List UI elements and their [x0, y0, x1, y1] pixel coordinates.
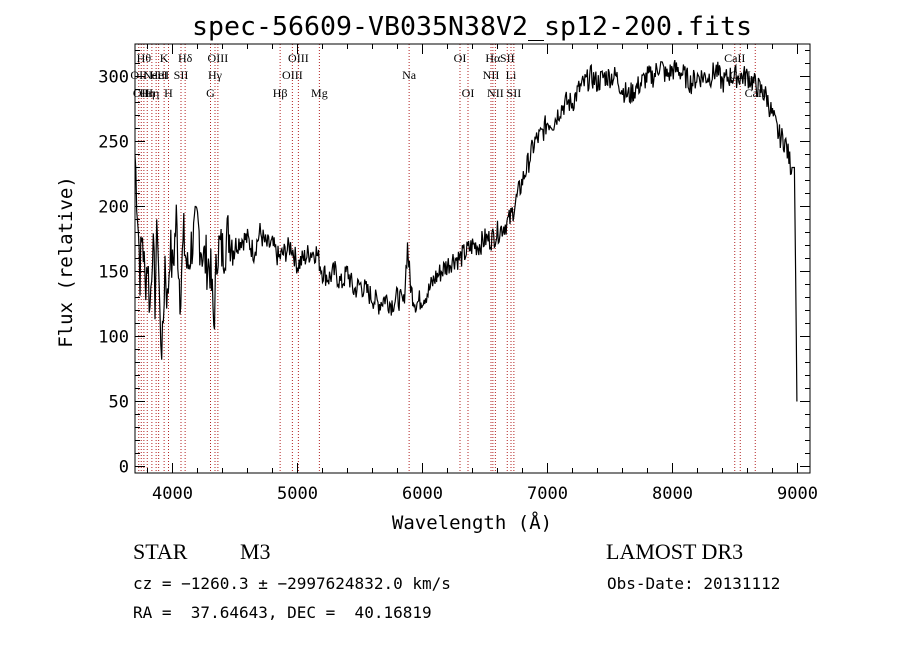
line-marker-label: SII	[500, 51, 515, 65]
y-tick-label: 0	[119, 458, 129, 478]
line-marker-label: Hβ	[273, 86, 288, 100]
x-tick-label: 9000	[777, 484, 818, 504]
spectral-line-markers	[138, 44, 756, 473]
line-marker-label: OIII	[282, 68, 303, 82]
line-marker-label: OI	[462, 86, 475, 100]
object-subclass: M3	[240, 539, 271, 564]
y-tick-label: 200	[98, 198, 129, 218]
line-marker-label: Hδ	[178, 51, 193, 65]
chart-title: spec-56609-VB035N38V2_sp12-200.fits	[192, 12, 752, 42]
y-tick-label: 50	[109, 393, 129, 413]
line-marker-label: Hγ	[208, 68, 223, 82]
line-marker-label: K	[160, 51, 169, 65]
line-marker-label: NII	[487, 86, 504, 100]
line-marker-label: H	[164, 86, 173, 100]
x-tick-label: 6000	[402, 484, 443, 504]
line-marker-label: OIII	[288, 51, 309, 65]
x-axis-label: Wavelength (Å)	[392, 511, 552, 534]
ra-dec-coordinates: RA = 37.64643, DEC = 40.16819	[133, 603, 432, 622]
x-tick-label: 5000	[277, 484, 318, 504]
y-tick-label: 250	[98, 133, 129, 153]
y-axis-label: Flux (relative)	[55, 176, 77, 348]
object-class: STAR	[133, 539, 188, 564]
plot-frame	[134, 43, 811, 474]
line-marker-label: Hθ	[137, 51, 152, 65]
x-tick-label: 7000	[527, 484, 568, 504]
x-tick-label: 8000	[652, 484, 693, 504]
spectrum-line	[134, 59, 798, 402]
line-marker-label: CaII	[724, 51, 745, 65]
line-marker-label: OIII	[208, 51, 229, 65]
y-tick-label: 100	[98, 328, 129, 348]
line-marker-label: Li	[506, 68, 517, 82]
observation-date: Obs-Date: 20131112	[607, 574, 781, 593]
line-marker-label: G	[206, 86, 215, 100]
line-marker-label: NII	[483, 68, 500, 82]
line-marker-label: NeIII	[143, 68, 169, 82]
x-tick-label: 4000	[152, 484, 193, 504]
line-marker-label: SII	[174, 68, 189, 82]
line-marker-label: Hη	[144, 86, 159, 100]
y-axis-ticks: 0 50 100 150 200 250 300	[98, 50, 810, 478]
survey-name: LAMOST DR3	[606, 539, 744, 564]
line-marker-label: OI	[454, 51, 467, 65]
line-marker-label: Hα	[485, 51, 501, 65]
y-tick-label: 300	[98, 68, 129, 88]
line-marker-label: Hη	[140, 86, 155, 100]
line-marker-label: HeI	[150, 68, 168, 82]
line-marker-label: SII	[507, 86, 522, 100]
y-tick-label: 150	[98, 263, 129, 283]
line-marker-label: Na	[402, 68, 417, 82]
line-marker-label: Mg	[311, 86, 328, 100]
x-axis-ticks: 4000 5000 6000 7000 8000 9000	[147, 44, 818, 504]
redshift-cz: cz = −1260.3 ± −2997624832.0 km/s	[133, 574, 451, 593]
